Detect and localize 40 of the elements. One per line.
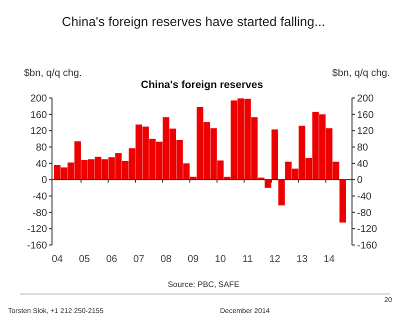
y2-tick-label: 120	[357, 126, 374, 138]
x-tick-label: 08	[160, 254, 172, 265]
y-tick-label: -40	[32, 192, 48, 202]
y-tick-label: 200	[30, 94, 48, 104]
bar	[272, 129, 278, 180]
bar	[339, 180, 346, 223]
y-axis-title: $bn, q/q chg.	[24, 68, 82, 79]
y-tick-label: 40	[36, 158, 48, 170]
y-tick-label: 160	[30, 110, 48, 121]
y2-tick-label: 0	[357, 175, 363, 186]
x-tick-label: 09	[188, 254, 200, 265]
x-tick-label: 13	[296, 254, 308, 265]
x-tick-label: 06	[106, 254, 118, 265]
chart-title: China's foreign reserves	[140, 79, 264, 91]
y2-tick-label: 80	[357, 142, 369, 154]
y2-tick-label: 40	[357, 158, 369, 170]
bar	[264, 180, 272, 188]
y2-tick-label: -80	[357, 208, 372, 219]
y2-tick-label: -40	[357, 192, 372, 202]
x-tick-label: 07	[133, 254, 145, 265]
y-tick-label: 80	[36, 142, 48, 154]
x-tick-label: 14	[324, 254, 336, 265]
y2-tick-label: 160	[357, 110, 374, 121]
y-tick-label: -80	[32, 208, 48, 219]
source-note: Source: PBC, SAFE	[168, 280, 240, 289]
y-tick-label: 0	[41, 175, 48, 186]
y-tick-label: -120	[26, 224, 48, 236]
x-tick-label: 05	[78, 254, 90, 265]
y-tick-label: -160	[26, 240, 48, 252]
x-tick-label: 04	[52, 254, 64, 265]
x-tick-label: 10	[214, 254, 226, 265]
x-tick-label: 11	[242, 254, 254, 265]
y2-axis-title: $bn, q/q chg.	[332, 68, 390, 79]
y2-tick-label: -160	[357, 240, 378, 252]
x-tick-label: 12	[269, 254, 281, 265]
y2-tick-label: 200	[357, 94, 374, 104]
y-tick-label: 120	[30, 126, 48, 138]
y2-tick-label: -120	[357, 224, 378, 236]
chart-subtitle: China's foreign reserves have started falling...	[62, 14, 326, 29]
bar	[278, 180, 285, 206]
